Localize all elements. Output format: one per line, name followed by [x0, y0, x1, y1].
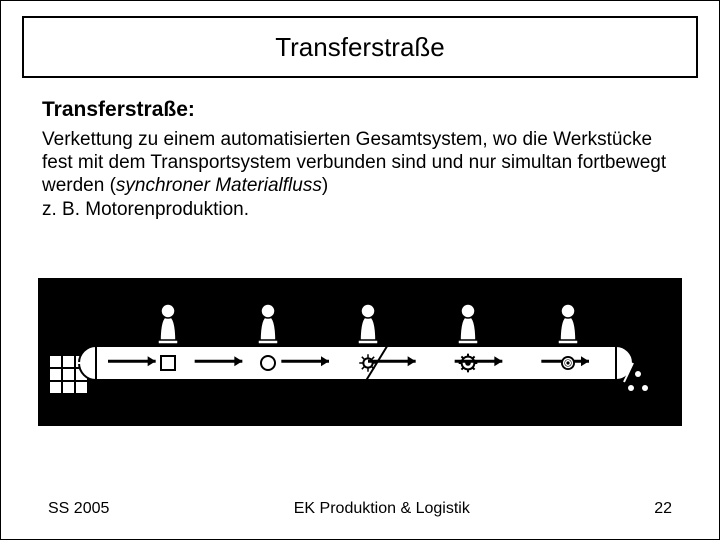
slide-border	[0, 0, 720, 540]
subheading: Transferstraße:	[42, 98, 678, 122]
paragraph: Verkettung zu einem automatisierten Gesa…	[42, 128, 678, 221]
paragraph-example: z. B. Motorenproduktion.	[42, 199, 249, 220]
paragraph-italic: synchroner Materialfluss	[116, 175, 322, 196]
title-box: Transferstraße	[22, 16, 698, 78]
body-content: Transferstraße: Verkettung zu einem auto…	[42, 98, 678, 221]
transfer-line-diagram	[38, 278, 682, 426]
slide-title: Transferstraße	[275, 32, 445, 63]
footer-center: EK Produktion & Logistik	[294, 500, 470, 518]
footer-left: SS 2005	[48, 500, 109, 518]
footer-right: 22	[654, 500, 672, 518]
diagram-svg	[38, 278, 682, 426]
paragraph-post: )	[322, 175, 328, 196]
footer: SS 2005 EK Produktion & Logistik 22	[0, 500, 720, 518]
